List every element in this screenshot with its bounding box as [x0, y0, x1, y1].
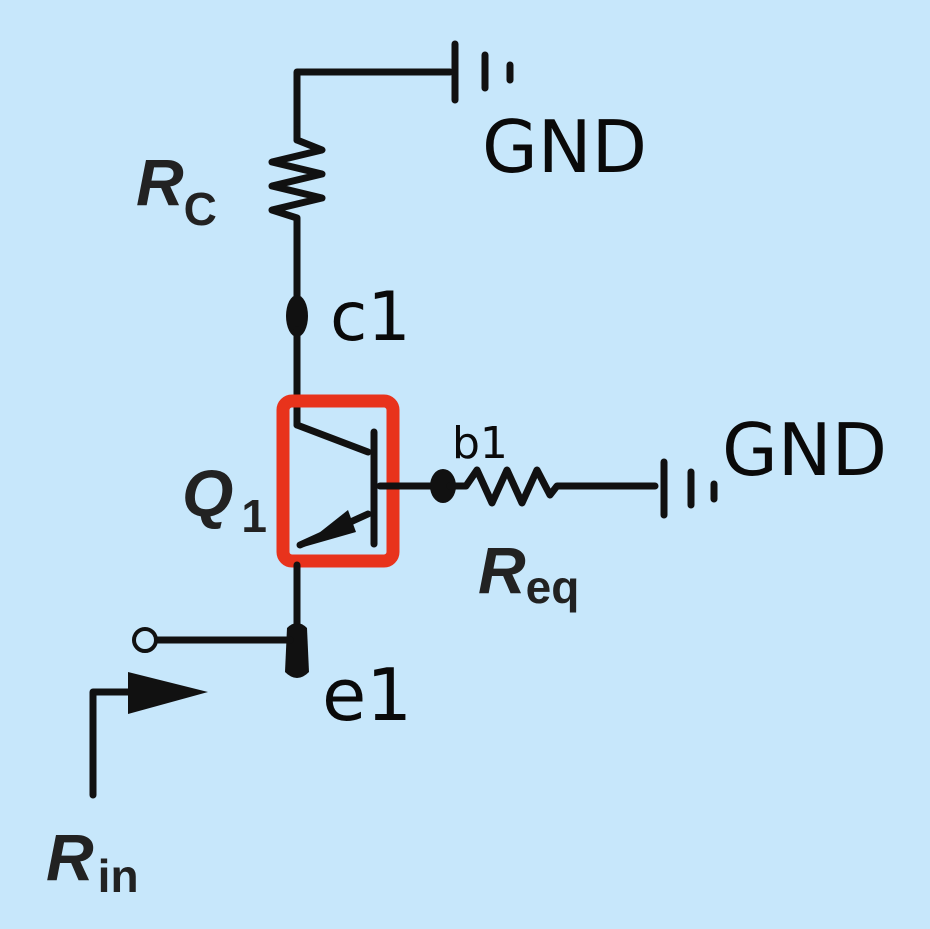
label-emitter-node: e1	[322, 653, 412, 737]
collector-node-dot	[286, 295, 308, 337]
base-node-dot	[430, 469, 456, 503]
resistor-rc	[268, 126, 326, 232]
label-gnd-top: GND	[482, 105, 647, 189]
input-terminal	[132, 627, 158, 653]
label-gnd-right: GND	[722, 408, 887, 492]
npn-transistor-icon	[293, 421, 441, 549]
arrow-right-icon	[89, 672, 208, 799]
ground-icon-right	[660, 458, 718, 519]
emitter-node-dot	[285, 623, 309, 678]
transistor-highlight-box	[276, 394, 400, 568]
label-rin: Rin	[46, 820, 139, 902]
ground-icon-top	[451, 40, 514, 104]
wire-top-to-ground	[293, 68, 454, 144]
label-rc: RC	[136, 145, 217, 235]
label-collector-node: c1	[330, 278, 411, 357]
resistor-req	[446, 466, 659, 507]
label-base-node: b1	[452, 418, 508, 469]
label-req: Req	[478, 533, 579, 613]
